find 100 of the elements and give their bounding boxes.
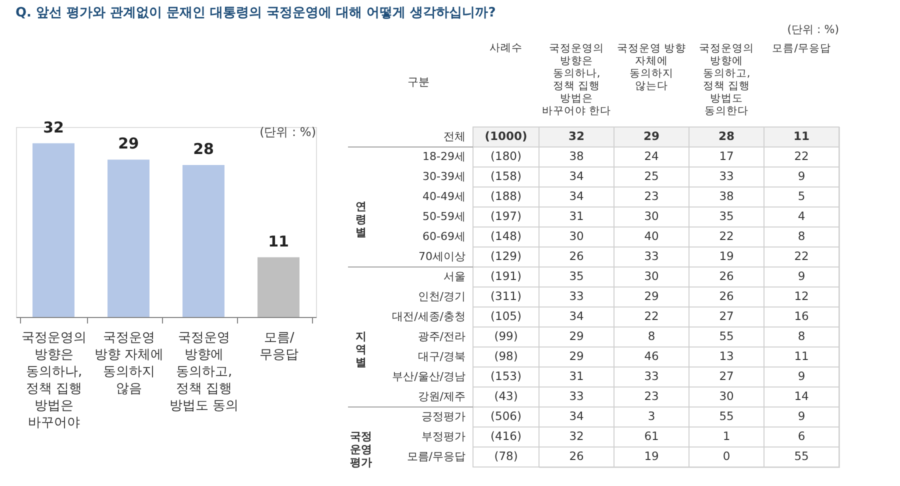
- data-label: 22: [644, 309, 659, 323]
- data-label: 4: [798, 209, 806, 223]
- data-label: 33: [569, 289, 584, 303]
- data-label: 32: [569, 429, 584, 443]
- x-tick-label: 모름/무응답: [260, 330, 298, 362]
- data-label: 33: [644, 369, 659, 383]
- data-label: 11: [793, 129, 810, 143]
- data-label: 14: [794, 389, 809, 403]
- data-label: 61: [644, 429, 659, 443]
- data-label: 22: [719, 229, 734, 243]
- data-label: 55: [794, 449, 809, 463]
- data-label: 3: [648, 409, 656, 423]
- bar: [182, 165, 224, 317]
- y2-tick-label: (105): [490, 309, 522, 323]
- data-label: 29: [644, 289, 659, 303]
- data-label: 34: [569, 189, 584, 203]
- y-tick-label: 서울: [444, 270, 466, 283]
- y-tick-label: 부정평가: [422, 430, 466, 443]
- y-tick-label: 대구/경북: [418, 350, 466, 363]
- x-tick-label: 모름/무응답: [772, 42, 831, 54]
- data-label: 23: [644, 389, 659, 403]
- data-label: 9: [798, 409, 806, 423]
- data-label: 11: [268, 232, 289, 250]
- data-label: 32: [568, 129, 585, 143]
- data-label: 33: [719, 169, 734, 183]
- x-tick-label: 국정운영의 방향은 동의하나, 정책 집행 방법은 바꾸어야 한다: [542, 42, 612, 117]
- data-label: 29: [569, 329, 584, 343]
- data-label: 26: [719, 289, 734, 303]
- y-tick-label: 전체: [444, 130, 466, 143]
- data-label: 23: [644, 189, 659, 203]
- data-label: 19: [719, 249, 734, 263]
- data-label: 25: [644, 169, 659, 183]
- data-label: 24: [644, 149, 659, 163]
- data-label: 26: [569, 449, 584, 463]
- y-tick-label: 모름/무응답: [406, 450, 466, 463]
- y2-tick-label: (188): [490, 189, 522, 203]
- y2-tick-label: (129): [490, 249, 522, 263]
- y2-tick-label: (98): [494, 349, 518, 363]
- data-label: 46: [644, 349, 659, 363]
- data-label: 0: [722, 449, 730, 463]
- data-label: 34: [569, 169, 584, 183]
- data-label: 30: [644, 209, 659, 223]
- data-label: 8: [798, 329, 806, 343]
- text: (단위 : %): [260, 125, 316, 139]
- data-label: 35: [719, 209, 734, 223]
- bar: [108, 160, 150, 317]
- bar: [258, 257, 300, 317]
- data-label: 16: [794, 309, 809, 323]
- y2-tick-label: (1000): [484, 129, 528, 143]
- y2-axis-title: 사례수: [490, 42, 522, 54]
- y2-tick-label: (416): [490, 429, 522, 443]
- text: 지역별: [354, 330, 366, 369]
- data-label: 11: [794, 349, 809, 363]
- data-label: 9: [798, 369, 806, 383]
- data-label: 29: [118, 134, 139, 153]
- y-tick-label: 강원/제주: [418, 390, 466, 403]
- data-label: 29: [569, 349, 584, 363]
- data-label: 6: [798, 429, 806, 443]
- y2-tick-label: (43): [494, 389, 518, 403]
- data-label: 26: [719, 269, 734, 283]
- x-tick-label: 국정운영 방향 자체에 동의하지 않는다: [616, 42, 686, 92]
- data-label: 28: [193, 140, 214, 158]
- data-label: 17: [719, 149, 734, 163]
- bar: [32, 143, 74, 317]
- y2-tick-label: (99): [494, 329, 518, 343]
- data-label: 55: [719, 409, 734, 423]
- data-label: 12: [794, 289, 809, 303]
- y-tick-label: 50-59세: [422, 210, 466, 223]
- text: 국정운영평가: [350, 430, 372, 469]
- data-label: 34: [569, 409, 584, 423]
- y2-tick-label: (148): [490, 229, 522, 243]
- data-label: 22: [794, 149, 809, 163]
- data-label: 9: [798, 169, 806, 183]
- data-label: 19: [644, 449, 659, 463]
- y-tick-label: 인천/경기: [418, 290, 466, 303]
- data-label: 8: [798, 229, 806, 243]
- data-label: 8: [648, 329, 656, 343]
- y-tick-label: 70세이상: [418, 250, 466, 263]
- data-label: 38: [569, 149, 584, 163]
- data-label: 55: [719, 329, 734, 343]
- x-tick-label: 국정운영 방향 자체에 동의하지 않음: [94, 330, 164, 396]
- chart-title: Q. 앞선 평가와 관계없이 문재인 대통령의 국정운영에 대해 어떻게 생각하십니까?: [16, 6, 496, 20]
- data-label: 30: [644, 269, 659, 283]
- data-label: 29: [643, 129, 660, 143]
- text: (단위 : %): [787, 23, 839, 36]
- y2-tick-label: (78): [494, 449, 518, 463]
- y2-tick-label: (180): [490, 149, 522, 163]
- y-tick-label: 부산/울산/경남: [392, 370, 466, 383]
- y2-tick-label: (197): [490, 209, 522, 223]
- data-label: 30: [719, 389, 734, 403]
- data-label: 1: [722, 429, 730, 443]
- y2-tick-label: (158): [490, 169, 522, 183]
- y2-tick-label: (191): [490, 269, 522, 283]
- data-label: 40: [644, 229, 659, 243]
- data-label: 38: [719, 189, 734, 203]
- data-label: 28: [718, 129, 735, 143]
- y2-tick-label: (153): [490, 369, 522, 383]
- x-tick-label: 국정운영의 방향에 동의하고, 정책 집행 방법도 동의한다: [699, 42, 754, 117]
- y-tick-label: 60-69세: [422, 230, 466, 243]
- data-label: 33: [569, 389, 584, 403]
